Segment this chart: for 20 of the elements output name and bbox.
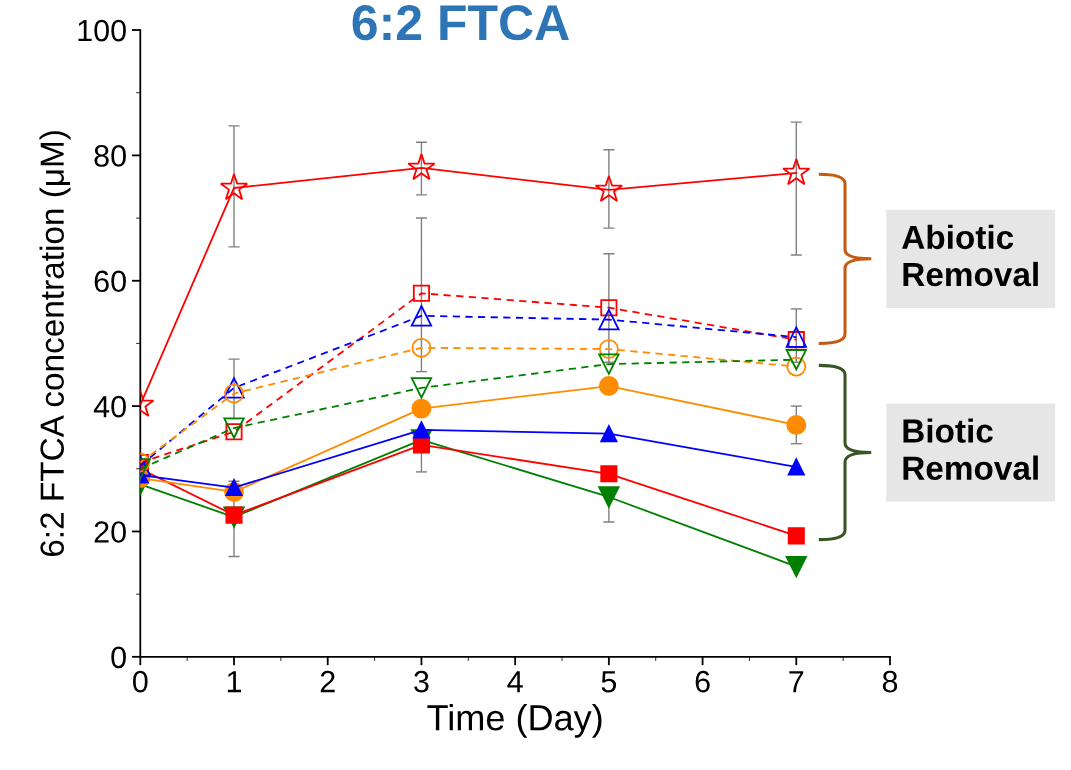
y-tick-label: 100 <box>78 19 126 42</box>
chart-title: 6:2 FTCA <box>352 4 569 41</box>
x-tick-label: 6 <box>695 670 710 693</box>
x-tick-label: 3 <box>414 670 429 693</box>
y-axis-title: 6:2 FTCA concentration (μM) <box>39 131 71 557</box>
y-tick-label: 80 <box>94 145 126 167</box>
x-tick-label: 1 <box>227 671 242 693</box>
x-tick-label: 8 <box>882 670 898 693</box>
x-tick-label: 0 <box>133 670 148 693</box>
x-tick-label: 5 <box>601 671 617 693</box>
x-tick-label: 2 <box>320 670 335 693</box>
x-axis-title: Time (Day) <box>427 704 602 738</box>
x-tick-label: 4 <box>507 671 523 693</box>
y-tick-label: 60 <box>94 270 126 293</box>
x-tick-label: 7 <box>789 671 804 693</box>
y-tick-label: 20 <box>94 521 126 543</box>
y-tick-label: 40 <box>93 395 126 418</box>
y-tick-label: 0 <box>111 646 126 669</box>
text: Abiotic Removal <box>902 224 1038 287</box>
text: Biotic Removal <box>903 418 1038 480</box>
